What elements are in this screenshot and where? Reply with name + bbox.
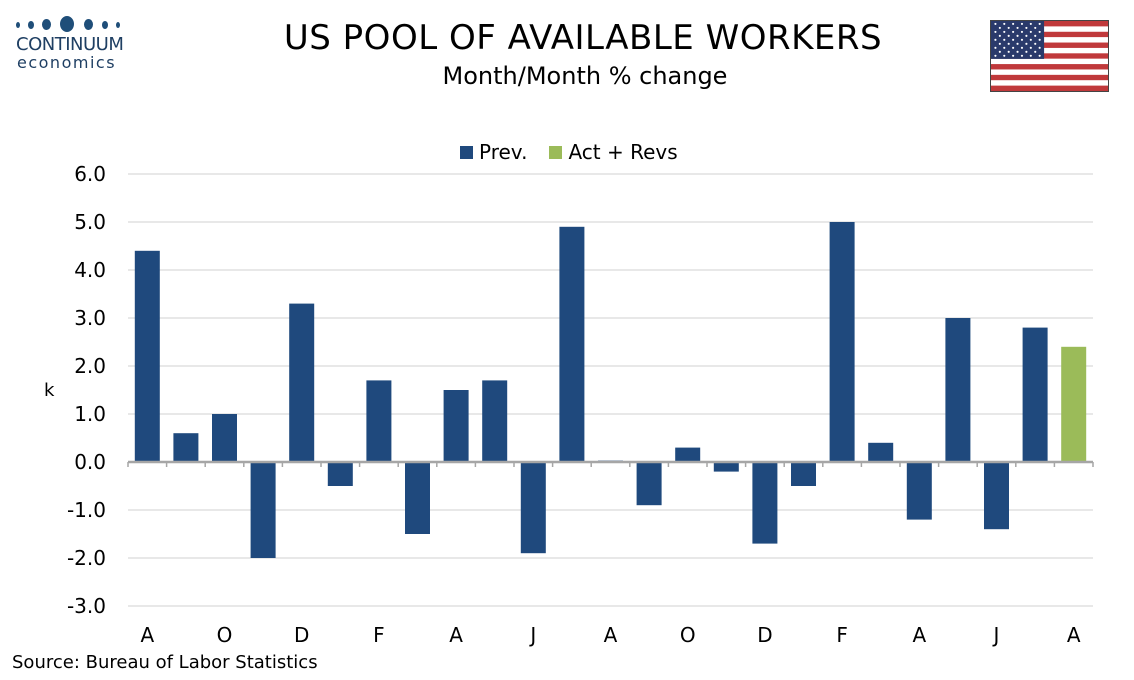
bar xyxy=(250,462,276,558)
y-tick-label: 0.0 xyxy=(74,450,106,474)
legend-swatch-act xyxy=(549,145,563,159)
y-tick-label: -3.0 xyxy=(67,594,106,618)
bar xyxy=(559,226,585,462)
y-tick-label: 3.0 xyxy=(74,306,106,330)
bar xyxy=(906,462,932,520)
bar xyxy=(482,380,508,462)
bar xyxy=(327,462,353,486)
bar xyxy=(212,414,237,462)
chart-title: US POOL OF AVAILABLE WORKERS xyxy=(283,18,883,58)
bar xyxy=(520,462,546,554)
y-tick-label: -1.0 xyxy=(67,498,106,522)
bar xyxy=(366,380,392,462)
y-axis-label: k xyxy=(44,380,55,401)
chart-subtitle: Month/Month % change xyxy=(442,62,728,90)
source-note: Source: Bureau of Labor Statistics xyxy=(12,652,318,673)
bar xyxy=(405,462,430,534)
x-tick-label: A xyxy=(1067,623,1081,647)
x-tick-label: A xyxy=(449,623,463,647)
x-tick-label: J xyxy=(992,623,1000,647)
x-tick-label: J xyxy=(528,623,536,647)
bar xyxy=(1061,346,1087,462)
y-tick-label: -2.0 xyxy=(67,546,106,570)
us-flag-icon xyxy=(990,20,1109,92)
logo-sub: economics xyxy=(17,53,117,72)
y-tick-label: 4.0 xyxy=(74,258,106,282)
bar xyxy=(675,447,701,462)
bar xyxy=(984,462,1009,530)
bar xyxy=(791,462,816,486)
x-tick-label: A xyxy=(604,623,618,647)
x-tick-label: D xyxy=(294,623,309,647)
logo-dots-icon xyxy=(12,14,152,36)
x-tick-label: O xyxy=(680,623,696,647)
bar xyxy=(289,303,315,462)
x-tick-label: F xyxy=(373,623,385,647)
bar xyxy=(945,318,971,462)
bar xyxy=(868,442,894,462)
bar xyxy=(713,462,739,472)
bar xyxy=(443,390,469,462)
x-tick-label: F xyxy=(836,623,848,647)
legend-label-prev: Prev. xyxy=(479,140,528,164)
bar xyxy=(752,462,778,544)
bar xyxy=(173,433,199,462)
legend: Prev. Act + Revs xyxy=(460,140,700,164)
bar xyxy=(1022,327,1048,462)
y-tick-label: 5.0 xyxy=(74,210,106,234)
legend-swatch-prev xyxy=(460,145,473,159)
logo-name: CONTINUUM xyxy=(16,34,124,55)
x-tick-label: A xyxy=(140,623,154,647)
x-tick-label: A xyxy=(912,623,926,647)
bar xyxy=(134,250,160,462)
logo: CONTINUUM economics xyxy=(12,14,152,72)
bar xyxy=(829,222,855,462)
y-tick-label: 6.0 xyxy=(74,162,106,186)
y-tick-label: 2.0 xyxy=(74,354,106,378)
legend-label-act: Act + Revs xyxy=(568,140,678,164)
legend-item-act: Act + Revs xyxy=(549,140,678,164)
y-tick-label: 1.0 xyxy=(74,402,106,426)
x-tick-label: O xyxy=(217,623,233,647)
bar xyxy=(636,462,662,506)
legend-item-prev: Prev. xyxy=(460,140,527,164)
x-tick-label: D xyxy=(757,623,772,647)
